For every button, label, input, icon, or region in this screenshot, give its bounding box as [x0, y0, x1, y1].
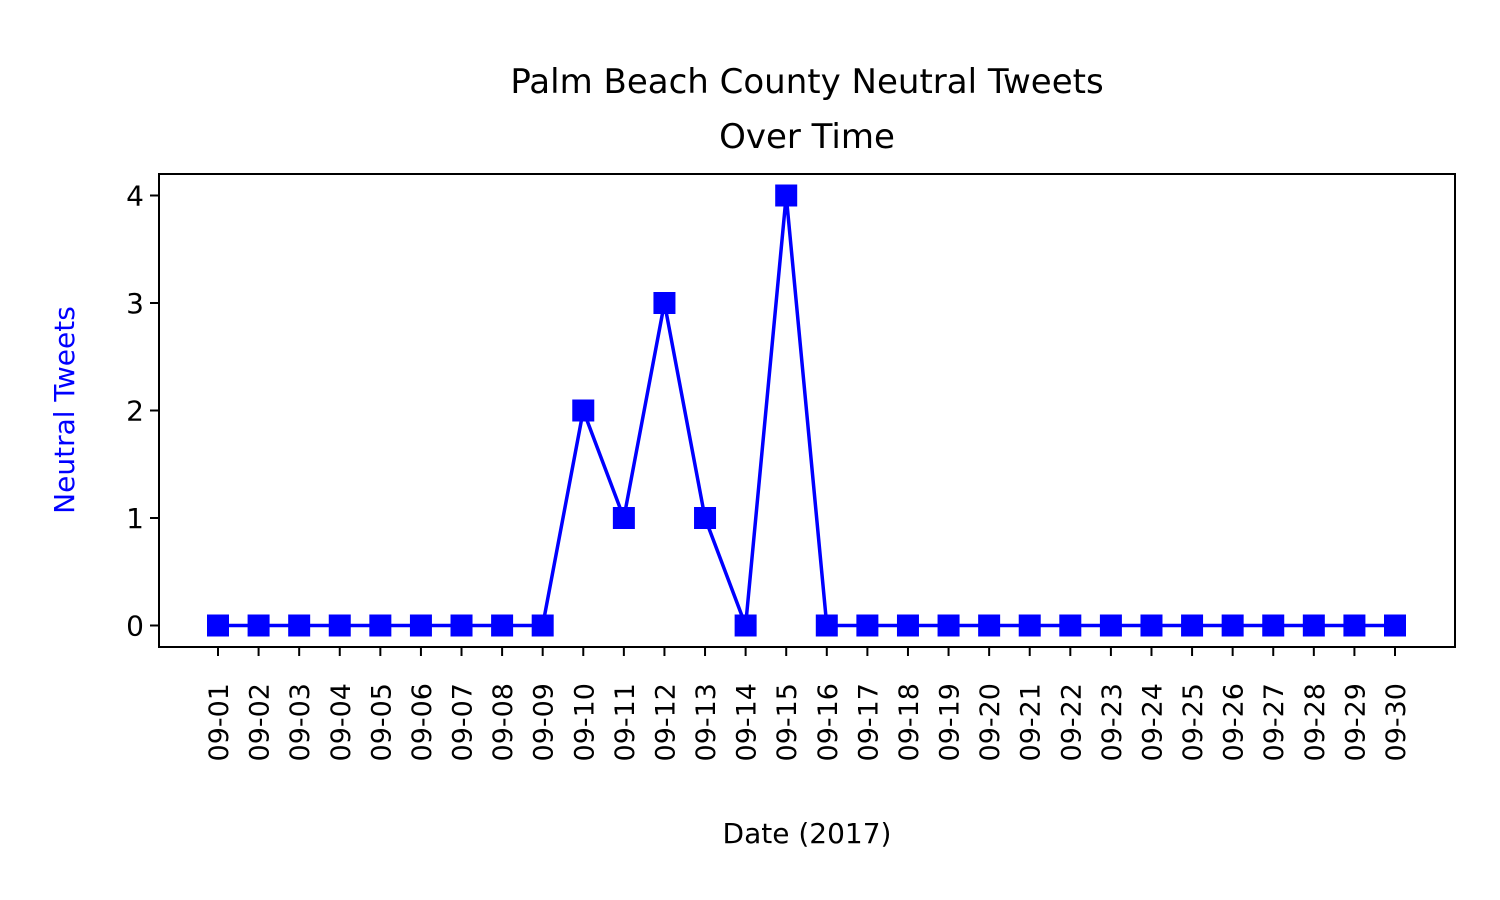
y-tick-label: 3	[126, 287, 144, 320]
x-tick-label: 09-10	[569, 683, 600, 761]
data-point-marker	[856, 614, 879, 637]
x-tick-label: 09-04	[326, 683, 357, 761]
y-tick-label: 1	[126, 502, 144, 535]
x-tick-label: 09-05	[366, 683, 397, 761]
x-tick-label: 09-23	[1097, 683, 1128, 761]
x-tick-label: 09-03	[285, 683, 316, 761]
data-point-marker	[1140, 614, 1163, 637]
x-tick-label: 09-30	[1381, 683, 1412, 761]
y-axis-label: Neutral Tweets	[48, 306, 81, 514]
x-tick-label: 09-08	[488, 683, 519, 761]
x-tick-label: 09-29	[1340, 683, 1371, 761]
x-tick-label: 09-15	[772, 683, 803, 761]
data-point-marker	[288, 614, 311, 637]
x-tick-label: 09-26	[1219, 683, 1250, 761]
data-point-marker	[896, 614, 919, 637]
x-tick-label: 09-27	[1259, 683, 1290, 761]
y-axis-ticks: 0 1 2 3 4	[126, 180, 159, 643]
x-tick-label: 09-01	[204, 683, 235, 761]
y-tick-label: 4	[126, 180, 144, 213]
data-point-marker	[1181, 614, 1204, 637]
x-axis-ticks: 09-01 09-02 09-03 09-04 09-05 09-06 09-07 09-08…	[204, 647, 1412, 761]
data-point-marker	[247, 614, 270, 637]
x-tick-label: 09-14	[732, 683, 763, 761]
data-point-marker	[612, 507, 635, 529]
x-tick-label: 09-19	[935, 683, 966, 761]
data-series	[207, 184, 1406, 637]
data-point-marker	[694, 507, 717, 529]
x-tick-label: 09-16	[813, 683, 844, 761]
y-tick-label: 2	[126, 395, 144, 428]
data-point-marker	[653, 292, 676, 314]
x-tick-label: 09-07	[448, 683, 479, 761]
data-point-marker	[1059, 614, 1082, 637]
x-tick-label: 09-18	[894, 683, 925, 761]
data-point-marker	[450, 614, 473, 637]
data-point-marker	[775, 184, 798, 207]
data-point-marker	[1221, 614, 1244, 637]
x-tick-label: 09-28	[1300, 683, 1331, 761]
data-point-marker	[207, 614, 229, 637]
x-tick-label: 09-17	[853, 683, 884, 761]
series-line	[218, 195, 1395, 628]
data-point-marker	[1302, 614, 1325, 637]
x-tick-label: 09-25	[1178, 683, 1209, 761]
y-tick-label: 0	[126, 610, 144, 643]
data-point-marker	[937, 614, 960, 637]
x-tick-label: 09-06	[407, 683, 438, 761]
data-point-marker	[491, 614, 514, 637]
x-tick-label: 09-20	[975, 683, 1006, 761]
data-point-marker	[572, 399, 595, 422]
data-point-marker	[815, 614, 838, 637]
data-point-marker	[1343, 614, 1366, 637]
x-tick-label: 09-24	[1137, 683, 1168, 761]
chart-title-line1: Palm Beach County Neutral Tweets	[510, 62, 1103, 102]
data-point-marker	[734, 614, 757, 637]
data-point-marker	[1099, 614, 1122, 637]
data-point-marker	[369, 614, 392, 637]
x-tick-label: 09-22	[1056, 683, 1087, 761]
data-point-marker	[1018, 614, 1041, 637]
data-point-marker	[978, 614, 1001, 637]
data-point-marker	[1384, 614, 1406, 637]
x-axis-label: Date (2017)	[723, 817, 892, 850]
x-tick-label: 09-21	[1016, 683, 1047, 761]
x-tick-label: 09-02	[245, 683, 276, 761]
data-point-marker	[328, 614, 351, 637]
data-point-marker	[531, 614, 554, 637]
chart-title-line2: Over Time	[719, 117, 895, 157]
x-tick-label: 09-09	[529, 683, 560, 761]
x-tick-label: 09-13	[691, 683, 722, 761]
data-point-marker	[1262, 614, 1285, 637]
x-tick-label: 09-12	[650, 683, 681, 761]
data-point-marker	[409, 614, 432, 637]
x-tick-label: 09-11	[610, 683, 641, 761]
